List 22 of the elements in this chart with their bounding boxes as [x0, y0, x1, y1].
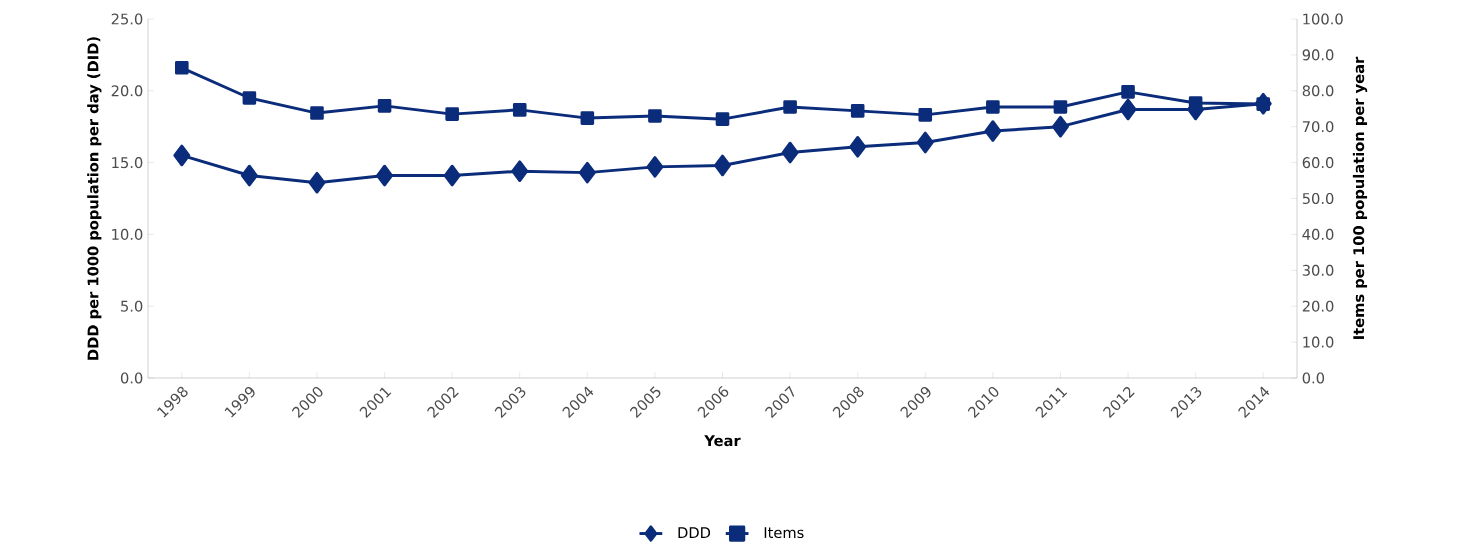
y2-tick-label: 30.0 [1302, 264, 1334, 276]
y2-tick-label: 20.0 [1302, 300, 1334, 312]
legend-label: DDD [678, 527, 711, 538]
y2-tick-label: 0.0 [1302, 372, 1325, 384]
y-tick-label: 15.0 [112, 157, 143, 169]
y2-tick-label: 10.0 [1303, 336, 1334, 348]
y-tick-label: 10.0 [112, 228, 143, 240]
y2-tick-label: 90.0 [1302, 49, 1334, 61]
y2-tick-label: 60.0 [1302, 157, 1334, 169]
y-tick-label: 5.0 [121, 300, 143, 312]
y2-tick-label: 40.0 [1302, 228, 1334, 240]
y-tick-label: 25.0 [111, 13, 143, 25]
y2-tick-label: 70.0 [1302, 121, 1334, 133]
y2-tick-label: 50.0 [1302, 192, 1334, 205]
legend-label: Items [764, 527, 804, 539]
y2-axis-title: Items per 100 population per year [1352, 56, 1368, 339]
y-axis-title: DDD per 1000 population per day (DID) [87, 37, 102, 360]
y2-tick-label: 100.0 [1303, 13, 1343, 25]
y-tick-label: 20.0 [111, 85, 143, 97]
y-tick-label: 0.0 [120, 372, 143, 384]
x-axis-title: Year [704, 435, 741, 447]
y2-tick-label: 80.0 [1302, 85, 1334, 97]
